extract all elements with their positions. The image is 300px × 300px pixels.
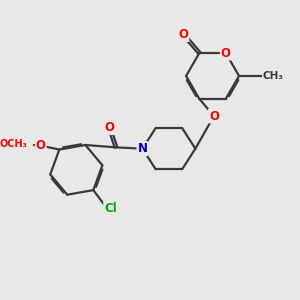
Text: O: O [178,28,188,41]
Text: Cl: Cl [104,202,117,215]
Text: O: O [104,121,114,134]
Text: O: O [221,46,231,59]
Text: N: N [137,142,148,155]
Text: CH₃: CH₃ [263,71,284,81]
Text: O: O [209,110,219,122]
Text: OCH₃: OCH₃ [0,139,28,149]
Text: O: O [36,139,46,152]
